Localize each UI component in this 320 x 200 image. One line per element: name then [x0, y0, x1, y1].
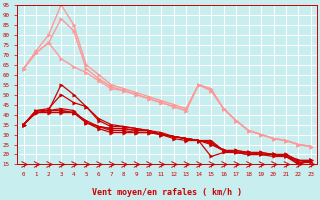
X-axis label: Vent moyen/en rafales ( km/h ): Vent moyen/en rafales ( km/h ) [92, 188, 242, 197]
